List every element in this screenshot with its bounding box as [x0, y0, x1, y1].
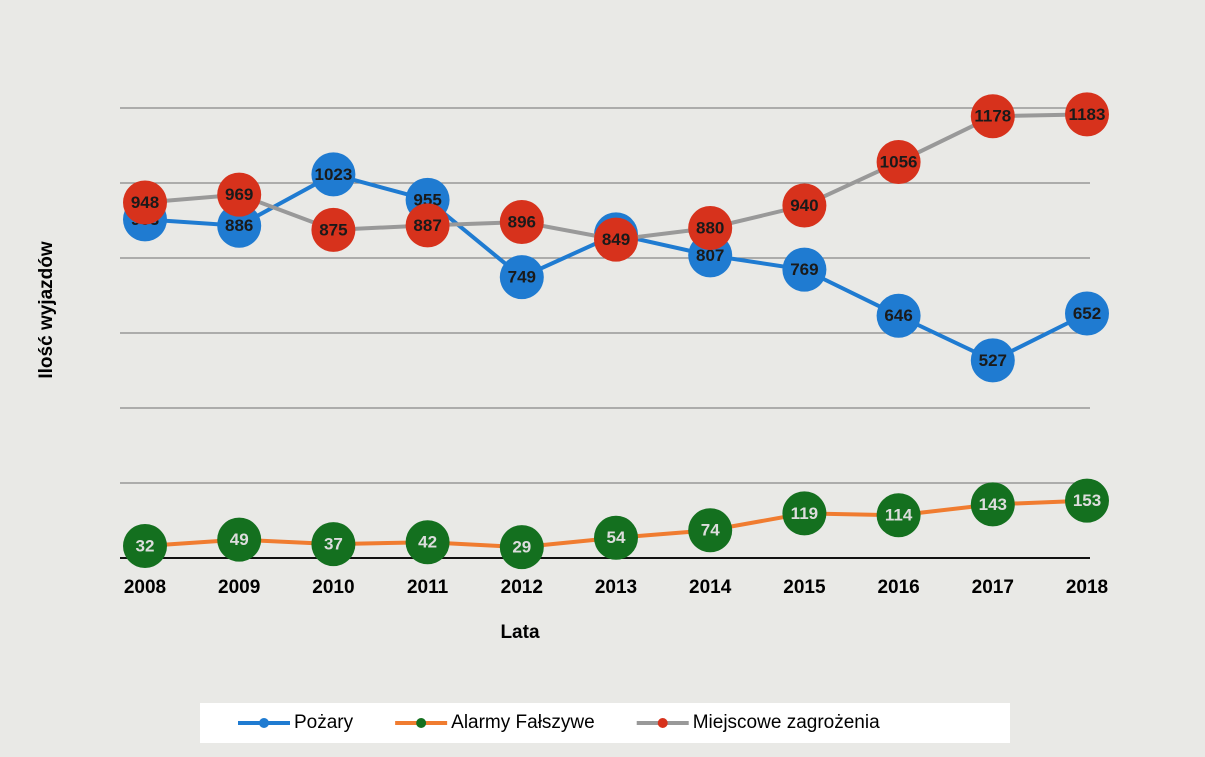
x-tick-label: 2014 — [689, 577, 732, 598]
marker — [405, 203, 450, 248]
data-label: 114 — [885, 506, 913, 525]
legend-marker — [416, 718, 427, 728]
data-label: 74 — [701, 521, 720, 540]
marker — [876, 293, 921, 338]
marker — [1065, 478, 1109, 523]
data-label: 29 — [512, 538, 531, 557]
legend-marker — [657, 718, 668, 728]
marker — [876, 493, 921, 538]
data-label: 769 — [790, 260, 818, 279]
marker — [311, 152, 356, 197]
data-label: 646 — [884, 306, 912, 325]
x-tick-label: 2017 — [972, 577, 1014, 598]
marker — [876, 140, 921, 184]
data-label: 527 — [979, 351, 1007, 370]
data-label: 1056 — [880, 152, 918, 171]
data-label: 54 — [607, 528, 626, 547]
data-label: 37 — [324, 535, 343, 554]
marker — [688, 206, 733, 250]
marker — [217, 172, 262, 217]
marker — [594, 515, 638, 560]
marker — [782, 183, 827, 228]
x-tick-label: 2012 — [501, 577, 543, 598]
data-label: 875 — [319, 220, 347, 239]
x-tick-label: 2010 — [312, 577, 354, 598]
data-label: 42 — [418, 533, 437, 552]
marker — [311, 207, 356, 252]
marker — [970, 338, 1015, 383]
data-label: 896 — [508, 212, 536, 231]
data-label: 880 — [696, 218, 724, 237]
data-label: 49 — [230, 530, 249, 549]
legend-label: Pożary — [294, 712, 354, 733]
x-tick-label: 2009 — [218, 577, 260, 598]
marker — [311, 522, 356, 567]
x-tick-label: 2013 — [595, 577, 637, 598]
data-label: 969 — [225, 185, 253, 204]
x-tick-label: 2015 — [783, 577, 826, 598]
legend-label: Miejscowe zagrożenia — [693, 712, 880, 733]
data-label: 849 — [602, 230, 630, 249]
y-axis-label: Ilość wyjazdów — [36, 241, 57, 378]
marker — [1065, 92, 1109, 137]
data-label: 119 — [791, 504, 818, 523]
legend-marker — [259, 718, 269, 728]
data-label: 807 — [696, 246, 724, 265]
data-label: 143 — [979, 495, 1007, 514]
x-tick-label: 2018 — [1066, 577, 1108, 598]
legend-label: Alarmy Fałszywe — [451, 712, 595, 733]
marker — [217, 517, 262, 562]
data-label: 749 — [508, 268, 536, 287]
data-label: 153 — [1073, 491, 1101, 510]
data-label: 948 — [131, 193, 159, 212]
marker — [499, 255, 544, 300]
data-label: 32 — [136, 536, 155, 555]
data-label: 887 — [413, 216, 441, 235]
x-tick-label: 2011 — [407, 577, 449, 598]
x-tick-label: 2016 — [877, 577, 919, 598]
data-label: 1183 — [1069, 105, 1106, 124]
data-label: 652 — [1073, 304, 1101, 323]
marker — [970, 482, 1015, 527]
marker — [782, 491, 827, 536]
x-axis-label: Lata — [500, 622, 540, 643]
marker — [217, 203, 262, 248]
marker — [499, 525, 544, 570]
marker — [970, 94, 1015, 139]
legend-box — [200, 703, 1010, 743]
data-label: 1178 — [974, 107, 1011, 126]
data-label: 886 — [225, 216, 253, 235]
marker — [782, 247, 827, 292]
marker — [405, 520, 450, 565]
x-tick-label: 2008 — [124, 577, 166, 598]
marker — [499, 200, 544, 244]
marker — [688, 508, 733, 553]
marker — [594, 217, 638, 262]
marker — [1065, 291, 1109, 336]
marker — [123, 524, 167, 568]
data-label: 940 — [790, 196, 818, 215]
marker — [123, 180, 167, 225]
data-label: 1023 — [314, 165, 352, 184]
